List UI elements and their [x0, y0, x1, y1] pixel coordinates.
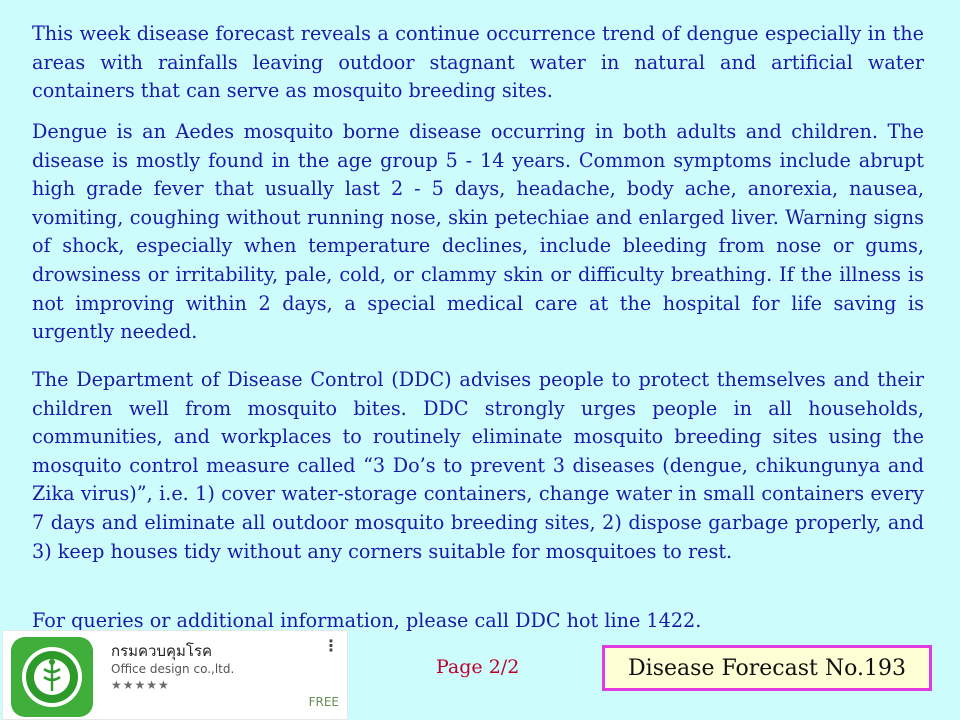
more-options-icon[interactable]: ⋮ [323, 636, 339, 655]
app-name: กรมควบคุมโรค [111, 642, 213, 660]
forecast-number-label: Disease Forecast No.193 [628, 655, 906, 681]
app-price-label: FREE [308, 695, 339, 709]
app-store-card[interactable]: กรมควบคุมโรค Office design co.,ltd. ★★★★… [2, 630, 348, 720]
ddc-logo-icon[interactable] [11, 637, 93, 717]
page-number: Page 2/2 [436, 656, 520, 678]
app-rating-stars: ★★★★★ [111, 678, 170, 692]
dengue-description-paragraph: Dengue is an Aedes mosquito borne diseas… [32, 120, 924, 344]
forecast-number-box: Disease Forecast No.193 [602, 645, 932, 691]
intro-paragraph: This week disease forecast reveals a con… [32, 22, 924, 103]
app-developer: Office design co.,ltd. [111, 662, 235, 676]
ddc-advice-paragraph: The Department of Disease Control (DDC) … [32, 368, 924, 563]
hotline-paragraph: For queries or additional information, p… [32, 609, 702, 632]
